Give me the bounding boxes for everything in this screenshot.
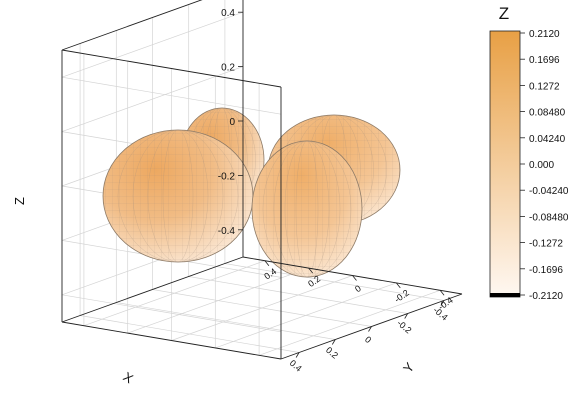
grid-line (171, 275, 353, 341)
colorbar-tick-label: 0.000 (529, 160, 554, 171)
z-axis-title: Z (12, 197, 27, 205)
y-tick-label: 0 (353, 283, 363, 294)
y-tick (395, 282, 401, 289)
colorbar-tick-label: 0.2120 (529, 29, 560, 40)
grid-line (83, 260, 266, 327)
colorbar-tick-label: -0.08480 (529, 212, 569, 223)
colorbar-title: Z (499, 4, 509, 23)
grid-line (116, 302, 336, 340)
colorbar-gradient (489, 30, 521, 298)
x-tick-label: -0.2 (395, 318, 413, 336)
colorbar-tick-label: 0.08480 (529, 108, 566, 119)
y-tick (352, 275, 357, 281)
z-tick-label: 0.2 (221, 63, 235, 74)
y-tick (264, 260, 270, 266)
grid-line (61, 66, 244, 132)
z-tick-label: 0 (229, 117, 235, 128)
colorbar-tick-label: 0.1696 (529, 55, 560, 66)
axis-edge (61, 256, 244, 323)
y-axis-title: Y (400, 359, 417, 375)
x-tick (440, 300, 445, 306)
colorbar-min-band (490, 293, 520, 297)
colorbar: Z 0.2120 0.1696 0.1272 0.08480 0.04240 0.000 -… (489, 4, 569, 302)
axis-edge (61, 49, 282, 88)
colorbar-tick-label: -0.04240 (529, 186, 569, 197)
colorbar-tick-label: 0.04240 (529, 134, 566, 145)
y-tick (308, 267, 314, 274)
x-tick-label: 0.4 (288, 358, 304, 374)
z-tick-label: -0.4 (218, 226, 236, 237)
x-tick (295, 352, 300, 358)
grid-line (127, 267, 309, 334)
colorbar-tick-label: 0.1272 (529, 81, 560, 92)
y-tick-label: 0.4 (262, 266, 278, 281)
colorbar-tick-label: -0.1272 (529, 239, 563, 250)
lobe-front-left (102, 129, 254, 263)
surface-lobes (102, 107, 401, 278)
x-tick (368, 326, 372, 332)
colorbar-tick-label: -0.2120 (529, 291, 563, 302)
z-tick-label: 0.4 (221, 8, 235, 19)
y-tick (439, 290, 445, 296)
grid-line (61, 11, 244, 78)
x-tick-label: 0.2 (324, 345, 340, 361)
lobe-front-right (251, 140, 363, 278)
grid-line (80, 315, 300, 353)
z-tick-label: -0.2 (218, 171, 236, 182)
x-tick-label: 0 (363, 334, 373, 345)
axis-edge (61, 321, 282, 360)
x-tick (404, 313, 409, 319)
colorbar-tick-label: -0.1696 (529, 265, 563, 276)
x-tick (331, 339, 336, 345)
grid-line (61, 76, 282, 115)
axis-edge (61, 0, 203, 51)
x-axis-title: X (121, 369, 137, 386)
